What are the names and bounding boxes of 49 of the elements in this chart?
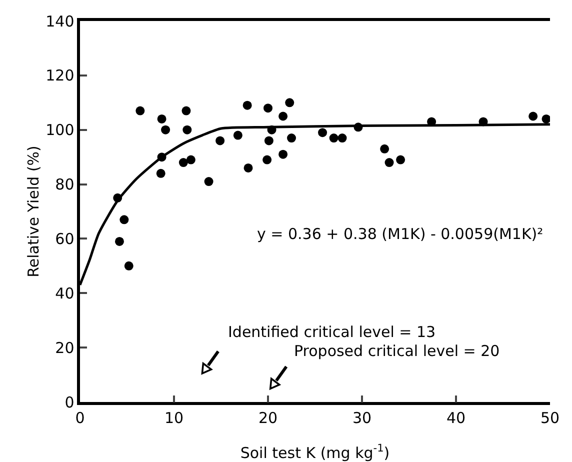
point <box>380 144 390 154</box>
y-tick-label: 20 <box>55 338 74 357</box>
point <box>285 98 294 108</box>
point <box>242 100 252 110</box>
x-axis-title: Soil test K (mg kg$^{-1}$) <box>240 442 390 462</box>
annotation: Identified critical level = 13 <box>228 323 436 341</box>
point <box>287 134 296 143</box>
point <box>233 130 242 140</box>
y-axis-title: Relative Yield (%) <box>24 146 42 278</box>
point <box>124 261 134 270</box>
x-tick-label: 30 <box>352 408 372 427</box>
y-tick-label: 0 <box>64 393 74 412</box>
point <box>278 112 288 121</box>
point <box>136 106 145 116</box>
point <box>157 114 166 124</box>
point <box>278 150 288 159</box>
point <box>528 112 538 121</box>
point <box>156 168 166 178</box>
annotation: y = 0.36 + 0.38 (M1K) - 0.0059(M1K)² <box>257 225 544 243</box>
y-tick-label: 120 <box>46 66 74 85</box>
point <box>216 136 225 146</box>
point <box>264 136 274 146</box>
x-tick-label: 40 <box>446 408 466 427</box>
x-tick-label: 50 <box>540 408 560 427</box>
point <box>186 155 196 164</box>
y-tick-label: 60 <box>55 230 74 248</box>
point <box>338 134 347 143</box>
point <box>114 236 124 246</box>
point <box>262 155 272 164</box>
point <box>182 106 191 116</box>
point <box>542 114 550 124</box>
point <box>244 163 253 172</box>
point <box>182 125 192 134</box>
x-tick-label: 10 <box>164 408 184 427</box>
annotation: Proposed critical level = 20 <box>294 342 500 360</box>
y-tick-label: 40 <box>55 284 74 302</box>
point <box>264 104 272 113</box>
point <box>384 158 394 168</box>
point <box>204 177 214 186</box>
point <box>161 125 170 134</box>
point <box>396 155 406 164</box>
y-tick-label: 100 <box>46 121 74 140</box>
point <box>178 158 188 168</box>
y-tick-label: 80 <box>55 176 74 194</box>
y-tick-label: 140 <box>46 12 74 30</box>
point <box>329 134 338 143</box>
point <box>120 215 129 224</box>
x-tick-label: 20 <box>258 408 278 427</box>
point <box>318 128 328 138</box>
